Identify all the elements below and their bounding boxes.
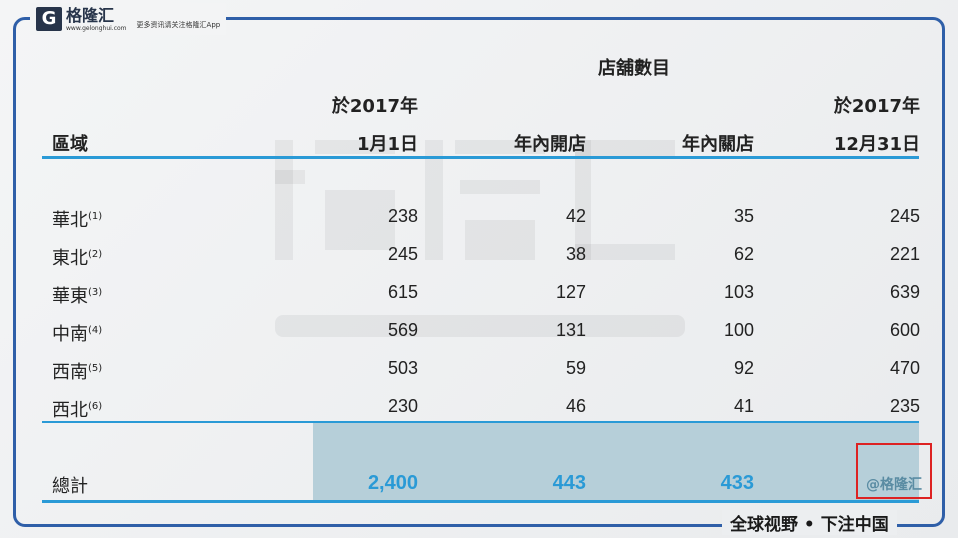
footnote-ref: (4) [88, 325, 103, 336]
cell-closed: 100 [723, 320, 754, 340]
footnote-ref: (1) [88, 211, 103, 222]
bottom-rule [42, 500, 919, 503]
region-name: 東北 [52, 248, 88, 269]
total-label: 總計 [52, 476, 88, 497]
cell-end: 639 [889, 282, 920, 302]
region-name: 中南 [52, 324, 88, 345]
header-start-2: 1月1日 [356, 134, 418, 155]
cell-closed: 62 [733, 244, 754, 264]
footnote-ref: (5) [88, 363, 103, 374]
cell-opened: 42 [565, 206, 586, 226]
header-end-1: 於2017年 [833, 96, 920, 117]
watermark-box [856, 443, 932, 499]
cell-start: 245 [387, 244, 418, 264]
cell-closed: 92 [733, 358, 754, 378]
region-name: 西南 [52, 362, 88, 383]
slogan: 全球视野 • 下注中国 [722, 510, 897, 535]
cell-opened: 38 [565, 244, 586, 264]
table-row-region: 東北(2) [52, 244, 102, 270]
header-end-2: 12月31日 [833, 134, 920, 155]
table-row-region: 西南(5) [52, 358, 102, 384]
cell-start: 569 [387, 320, 418, 340]
total-shade [313, 423, 919, 501]
total-closed: 433 [720, 472, 754, 494]
table-row-region: 中南(4) [52, 320, 102, 346]
cell-closed: 41 [733, 396, 754, 416]
cell-opened: 127 [555, 282, 586, 302]
logo-icon: G [36, 7, 62, 31]
table-row-region: 華東(3) [52, 282, 102, 308]
corner-watermark: @格隆汇 [866, 477, 922, 493]
logo-tagline: 更多资讯请关注格隆汇App [136, 21, 221, 29]
cell-start: 615 [387, 282, 418, 302]
header-opened: 年內開店 [514, 134, 586, 155]
logo: G 格隆汇 www.gelonghui.com 更多资讯请关注格隆汇App [30, 3, 227, 35]
cell-opened: 46 [565, 396, 586, 416]
cell-start: 238 [387, 206, 418, 226]
cell-closed: 103 [723, 282, 754, 302]
cell-end: 600 [889, 320, 920, 340]
total-rule [42, 421, 919, 423]
header-rule [42, 156, 919, 159]
cell-end: 221 [889, 244, 920, 264]
region-name: 華東 [52, 286, 88, 307]
footnote-ref: (2) [88, 249, 103, 260]
table-row-region: 西北(6) [52, 396, 102, 422]
footnote-ref: (3) [88, 287, 103, 298]
table-row-region: 華北(1) [52, 206, 102, 232]
footnote-ref: (6) [88, 401, 103, 412]
cell-opened: 59 [565, 358, 586, 378]
cell-closed: 35 [733, 206, 754, 226]
cell-end: 470 [889, 358, 920, 378]
header-start-1: 於2017年 [331, 96, 418, 117]
cell-opened: 131 [555, 320, 586, 340]
region-name: 西北 [52, 400, 88, 421]
group-header: 店舖數目 [598, 58, 670, 79]
logo-url: www.gelonghui.com [66, 24, 127, 32]
cell-end: 245 [889, 206, 920, 226]
cell-start: 230 [387, 396, 418, 416]
total-start: 2,400 [367, 472, 418, 494]
header-closed: 年內關店 [682, 134, 754, 155]
cell-end: 235 [889, 396, 920, 416]
region-name: 華北 [52, 210, 88, 231]
header-region: 區域 [52, 134, 88, 155]
total-opened: 443 [552, 472, 586, 494]
logo-name: 格隆汇 [66, 5, 115, 25]
slide-frame [13, 17, 945, 527]
cell-start: 503 [387, 358, 418, 378]
